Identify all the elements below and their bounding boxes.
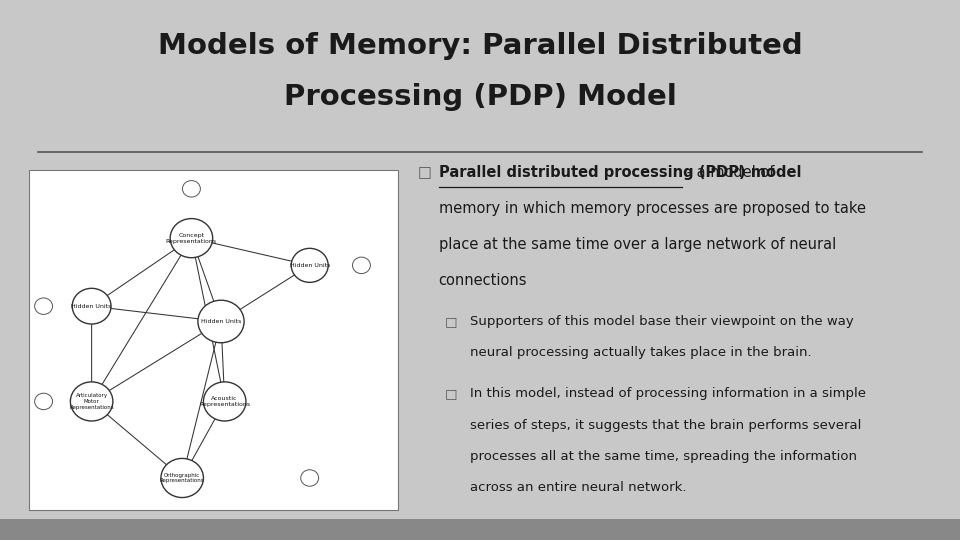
FancyBboxPatch shape	[0, 519, 960, 540]
Text: □: □	[444, 315, 457, 328]
Text: place at the same time over a large network of neural: place at the same time over a large netw…	[439, 237, 836, 252]
Ellipse shape	[300, 470, 319, 486]
Text: processes all at the same time, spreading the information: processes all at the same time, spreadin…	[470, 450, 857, 463]
Text: Orthographic
Representations: Orthographic Representations	[160, 472, 204, 483]
Text: Parallel distributed processing (PDP) model: Parallel distributed processing (PDP) mo…	[439, 165, 802, 180]
Text: series of steps, it suggests that the brain performs several: series of steps, it suggests that the br…	[470, 418, 862, 431]
Text: Articulatory
Motor
Representations: Articulatory Motor Representations	[69, 393, 114, 410]
Text: Processing (PDP) Model: Processing (PDP) Model	[283, 83, 677, 111]
Ellipse shape	[352, 257, 371, 274]
Text: artificial: artificial	[720, 522, 783, 535]
Text: Concept
Representations: Concept Representations	[166, 233, 217, 244]
FancyBboxPatch shape	[29, 170, 398, 510]
Text: Supporters of this model base their viewpoint on the way: Supporters of this model base their view…	[470, 315, 854, 328]
Text: In this model, instead of processing information in a simple: In this model, instead of processing inf…	[470, 387, 866, 400]
Text: Hidden Units: Hidden Units	[290, 263, 330, 268]
Ellipse shape	[35, 298, 53, 314]
Ellipse shape	[170, 219, 213, 258]
Text: Hidden Units: Hidden Units	[71, 303, 111, 309]
Text: neural processing actually takes place in the brain.: neural processing actually takes place i…	[470, 346, 812, 359]
Text: □: □	[418, 165, 431, 180]
Text: - a model of: - a model of	[683, 165, 775, 180]
Text: The PDP model is the model used from constructing: The PDP model is the model used from con…	[470, 522, 822, 535]
Ellipse shape	[182, 180, 201, 197]
Text: across an entire neural network.: across an entire neural network.	[470, 481, 687, 494]
Ellipse shape	[35, 393, 53, 410]
Ellipse shape	[161, 458, 204, 497]
Text: Models of Memory: Parallel Distributed: Models of Memory: Parallel Distributed	[157, 32, 803, 60]
Ellipse shape	[291, 248, 328, 282]
Text: □: □	[444, 387, 457, 400]
Text: Acoustic
Representations: Acoustic Representations	[199, 396, 251, 407]
Text: □: □	[444, 522, 457, 535]
Ellipse shape	[204, 382, 246, 421]
Ellipse shape	[198, 300, 244, 343]
Ellipse shape	[72, 288, 111, 324]
Text: memory in which memory processes are proposed to take: memory in which memory processes are pro…	[439, 201, 866, 216]
Text: Hidden Units: Hidden Units	[201, 319, 241, 324]
Ellipse shape	[70, 382, 113, 421]
Text: connections: connections	[439, 273, 527, 288]
